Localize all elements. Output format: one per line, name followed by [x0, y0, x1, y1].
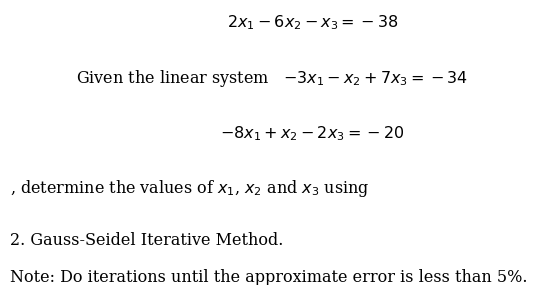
Text: $2x_1 - 6x_2 - x_3 = -38$: $2x_1 - 6x_2 - x_3 = -38$: [226, 13, 398, 32]
Text: 2. Gauss-Seidel Iterative Method.: 2. Gauss-Seidel Iterative Method.: [10, 232, 283, 249]
Text: , determine the values of $x_1$, $x_2$ and $x_3$ using: , determine the values of $x_1$, $x_2$ a…: [10, 178, 369, 199]
Text: $-8x_1 + x_2 - 2x_3 = -20$: $-8x_1 + x_2 - 2x_3 = -20$: [220, 124, 405, 143]
Text: Given the linear system   $-3x_1 - x_2 + 7x_3 = -34$: Given the linear system $-3x_1 - x_2 + 7…: [75, 68, 468, 89]
Text: Note: Do iterations until the approximate error is less than 5%.: Note: Do iterations until the approximat…: [10, 269, 527, 285]
